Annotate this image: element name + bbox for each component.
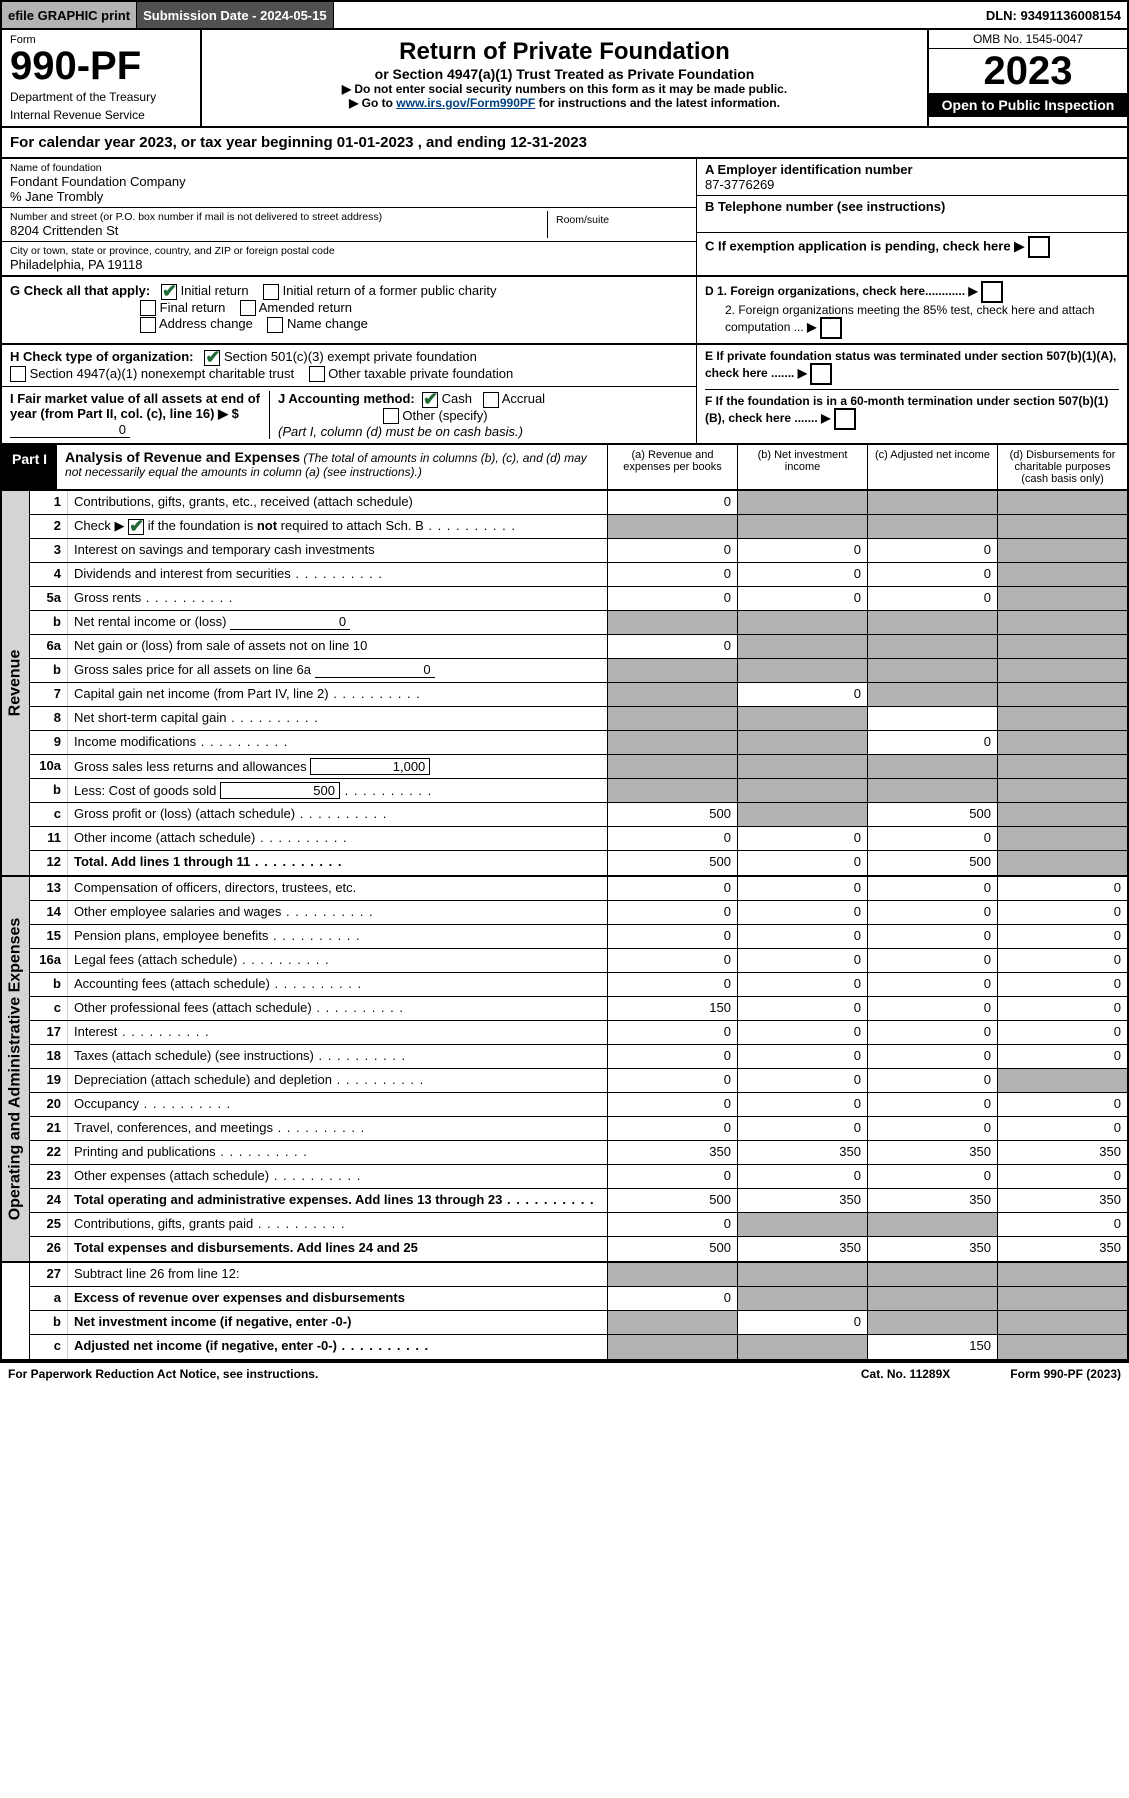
revenue-table: Revenue 1Contributions, gifts, grants, e… xyxy=(0,491,1129,877)
h-section: H Check type of organization: Section 50… xyxy=(0,345,1129,445)
initial-return-checkbox[interactable] xyxy=(161,284,177,300)
name-label: Name of foundation xyxy=(10,162,688,174)
phone-label: B Telephone number (see instructions) xyxy=(705,199,1119,214)
net-table: 27Subtract line 26 from line 12: aExcess… xyxy=(0,1263,1129,1361)
dln: DLN: 93491136008154 xyxy=(980,2,1127,28)
form-header: Form 990-PF Department of the Treasury I… xyxy=(0,30,1129,128)
foundation-name: Fondant Foundation Company xyxy=(10,174,688,189)
col-a: (a) Revenue and expenses per books xyxy=(607,445,737,489)
4947-checkbox[interactable] xyxy=(10,366,26,382)
g-label: G Check all that apply: xyxy=(10,283,150,298)
open-public: Open to Public Inspection xyxy=(929,93,1127,117)
omb: OMB No. 1545-0047 xyxy=(929,30,1127,49)
part1-header: Part I Analysis of Revenue and Expenses … xyxy=(0,445,1129,491)
d1-checkbox[interactable] xyxy=(981,281,1003,303)
irs: Internal Revenue Service xyxy=(10,108,192,122)
e-checkbox[interactable] xyxy=(810,363,832,385)
cash-checkbox[interactable] xyxy=(422,392,438,408)
final-return-checkbox[interactable] xyxy=(140,300,156,316)
city-label: City or town, state or province, country… xyxy=(10,245,688,257)
city: Philadelphia, PA 19118 xyxy=(10,257,688,272)
amended-return-checkbox[interactable] xyxy=(240,300,256,316)
form-id: Form 990-PF (2023) xyxy=(1010,1367,1121,1381)
revenue-label: Revenue xyxy=(2,491,30,875)
expenses-table: Operating and Administrative Expenses 13… xyxy=(0,877,1129,1263)
tax-year: 2023 xyxy=(929,49,1127,93)
g-section: G Check all that apply: Initial return I… xyxy=(0,277,1129,345)
cat-no: Cat. No. 11289X xyxy=(861,1367,950,1381)
accrual-checkbox[interactable] xyxy=(483,392,499,408)
dept: Department of the Treasury xyxy=(10,90,192,104)
expenses-label: Operating and Administrative Expenses xyxy=(2,877,30,1261)
ein: 87-3776269 xyxy=(705,177,1119,192)
name-change-checkbox[interactable] xyxy=(267,317,283,333)
address-change-checkbox[interactable] xyxy=(140,317,156,333)
street-label: Number and street (or P.O. box number if… xyxy=(10,211,547,223)
foundation-info: Name of foundation Fondant Foundation Co… xyxy=(0,159,1129,277)
calendar-year: For calendar year 2023, or tax year begi… xyxy=(0,128,1129,159)
top-bar: efile GRAPHIC print Submission Date - 20… xyxy=(0,0,1129,30)
submission-date: Submission Date - 2024-05-15 xyxy=(137,2,334,28)
exemption-label: C If exemption application is pending, c… xyxy=(705,238,1011,253)
form-link[interactable]: www.irs.gov/Form990PF xyxy=(396,96,535,110)
room-label: Room/suite xyxy=(556,214,680,226)
schb-checkbox[interactable] xyxy=(128,519,144,535)
ein-label: A Employer identification number xyxy=(705,162,1119,177)
part-badge: Part I xyxy=(2,445,57,489)
form-number: 990-PF xyxy=(10,46,192,86)
street: 8204 Crittenden St xyxy=(10,223,547,238)
501c3-checkbox[interactable] xyxy=(204,350,220,366)
col-d: (d) Disbursements for charitable purpose… xyxy=(997,445,1127,489)
paperwork-notice: For Paperwork Reduction Act Notice, see … xyxy=(8,1367,861,1381)
fmv-value: 0 xyxy=(10,422,130,438)
other-method-checkbox[interactable] xyxy=(383,408,399,424)
form-title: Return of Private Foundation xyxy=(210,38,919,66)
care-of: % Jane Trombly xyxy=(10,189,688,204)
col-c: (c) Adjusted net income xyxy=(867,445,997,489)
col-b: (b) Net investment income xyxy=(737,445,867,489)
f-checkbox[interactable] xyxy=(834,408,856,430)
initial-former-checkbox[interactable] xyxy=(263,284,279,300)
form-subtitle: or Section 4947(a)(1) Trust Treated as P… xyxy=(210,66,919,82)
other-taxable-checkbox[interactable] xyxy=(309,366,325,382)
d2-checkbox[interactable] xyxy=(820,317,842,339)
note-goto: ▶ Go to www.irs.gov/Form990PF for instru… xyxy=(210,96,919,110)
efile-print[interactable]: efile GRAPHIC print xyxy=(2,2,137,28)
page-footer: For Paperwork Reduction Act Notice, see … xyxy=(0,1361,1129,1385)
exemption-checkbox[interactable] xyxy=(1028,236,1050,258)
note-ssn: ▶ Do not enter social security numbers o… xyxy=(210,82,919,96)
